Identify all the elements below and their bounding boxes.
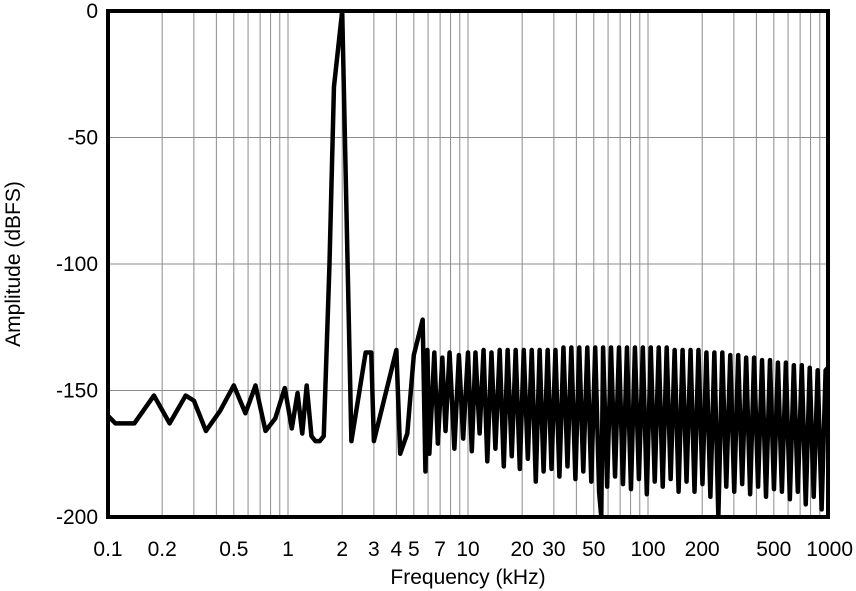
y-tick-label: -150 xyxy=(56,380,98,403)
y-tick-label: -50 xyxy=(68,127,98,150)
x-tick-label: 2 xyxy=(336,538,348,561)
x-tick-label: 200 xyxy=(685,538,720,561)
x-tick-label: 50 xyxy=(582,538,605,561)
y-tick-label: -100 xyxy=(56,253,98,276)
x-tick-label: 100 xyxy=(630,538,665,561)
x-tick-label: 4 xyxy=(391,538,403,561)
x-tick-label: 1 xyxy=(282,538,294,561)
x-tick-label: 5 xyxy=(408,538,420,561)
x-tick-label: 0.5 xyxy=(219,538,248,561)
series-layer xyxy=(108,11,828,517)
y-tick-label: 0 xyxy=(86,0,98,23)
plot-frame xyxy=(106,9,830,519)
x-tick-label: 3 xyxy=(368,538,380,561)
x-tick-label: 10 xyxy=(456,538,479,561)
x-tick-label: 30 xyxy=(542,538,565,561)
y-axis-title: Amplitude (dBFS) xyxy=(2,181,25,347)
y-tick-label: -200 xyxy=(56,506,98,529)
spectrum-series-line xyxy=(108,11,828,517)
x-tick-label: 0.1 xyxy=(93,538,122,561)
x-tick-label: 1000 xyxy=(806,538,853,561)
tick-labels: 0.1 0.2 0.5 1 2 3 4 5 7 10 20 30 50 100 200 500 1000 0 -50… xyxy=(56,0,853,561)
x-tick-label: 0.2 xyxy=(148,538,177,561)
x-tick-label: 7 xyxy=(434,538,446,561)
x-tick-label: 500 xyxy=(756,538,791,561)
x-tick-label: 20 xyxy=(511,538,534,561)
x-axis-title: Frequency (kHz) xyxy=(390,566,545,589)
